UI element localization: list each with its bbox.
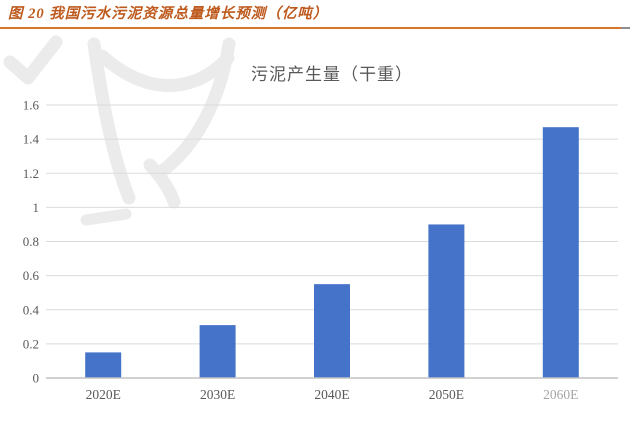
watermark-left-stroke xyxy=(87,37,136,205)
watermark-strokes xyxy=(3,35,236,226)
bar xyxy=(428,224,465,378)
x-tick-label: 2050E xyxy=(429,387,464,402)
y-tick-label: 1 xyxy=(33,200,40,215)
watermark-checkmark xyxy=(3,35,63,85)
y-tick-label: 0 xyxy=(33,371,40,386)
gridlines xyxy=(46,104,618,345)
caption-underline-endcap xyxy=(621,27,630,29)
watermark-logo xyxy=(3,35,236,226)
watermark-top-arc xyxy=(95,49,235,92)
caption-underline xyxy=(0,27,640,29)
caption-underline-orange xyxy=(0,27,621,29)
y-tick-label: 1.6 xyxy=(23,98,40,113)
x-axis-labels: 2020E 2030E 2040E 2050E 2060E xyxy=(86,387,579,402)
watermark-smudge xyxy=(80,208,132,226)
y-tick-label: 1.2 xyxy=(23,166,39,181)
bar xyxy=(314,284,350,378)
y-tick-label: 0.2 xyxy=(23,336,39,351)
bar xyxy=(85,352,122,378)
x-tick-label: 2020E xyxy=(86,387,121,402)
y-tick-label: 1.4 xyxy=(23,132,40,147)
bars xyxy=(85,127,579,379)
y-tick-label: 0.8 xyxy=(23,234,39,249)
bar xyxy=(199,325,236,378)
watermark-tail-stroke xyxy=(143,158,181,209)
x-tick-label: 2040E xyxy=(314,387,349,402)
x-tick-label: 2030E xyxy=(200,387,235,402)
bar xyxy=(542,127,579,379)
y-axis-labels: 0 0.2 0.4 0.6 0.8 1 1.2 1.4 1.6 xyxy=(23,98,40,386)
x-tick-label: 2060E xyxy=(543,387,578,402)
figure-caption: 图 20 我国污水污泥资源总量增长预测（亿吨） xyxy=(8,6,329,22)
watermark-right-stroke xyxy=(151,37,236,181)
y-tick-label: 0.4 xyxy=(23,302,40,317)
chart-title: 污泥产生量（干重） xyxy=(251,65,413,84)
y-tick-label: 0.6 xyxy=(23,268,40,283)
